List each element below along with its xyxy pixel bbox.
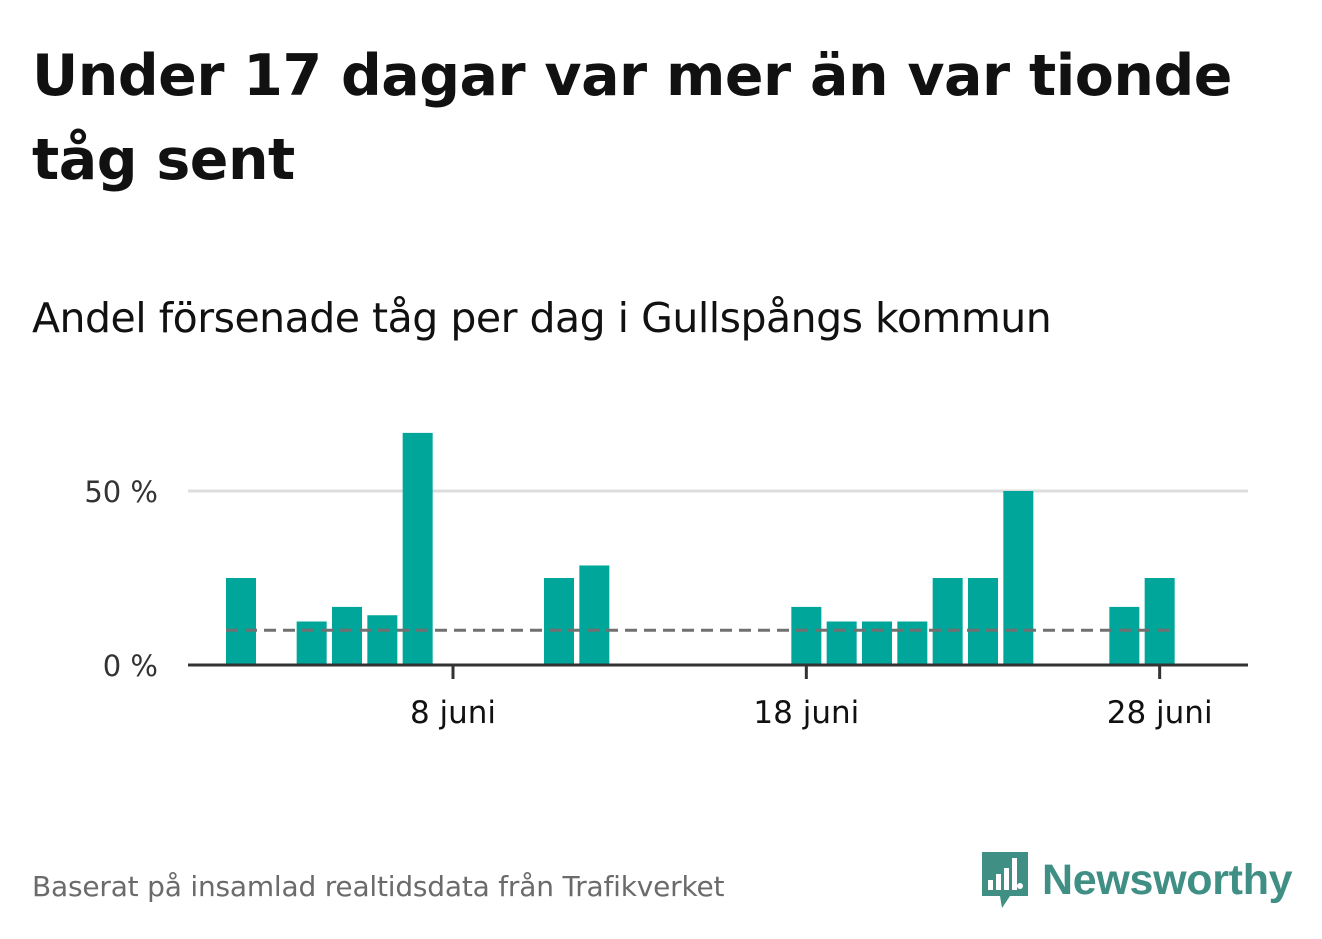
bar-day-19	[826, 621, 857, 665]
bar-day-20	[862, 621, 892, 665]
brand-name: Newsworthy	[1042, 855, 1293, 904]
brand-logo[interactable]: Newsworthy	[980, 850, 1293, 910]
newsworthy-logo-icon	[982, 852, 1028, 908]
bar-day-6	[367, 615, 398, 665]
bar-day-23	[968, 578, 998, 665]
bar-day-21	[897, 621, 928, 665]
x-tick-label: 18 juni	[753, 695, 859, 731]
bar-day-2	[226, 578, 256, 665]
bar-day-12	[579, 565, 610, 665]
chart-subtitle: Andel försenade tåg per dag i Gullspångs…	[32, 294, 1052, 342]
x-tick-label: 28 juni	[1107, 695, 1213, 731]
bar-day-7	[402, 432, 433, 665]
bar-day-18	[791, 606, 822, 665]
bar-day-24	[1003, 491, 1034, 665]
chart-title: Under 17 dagar var mer än var tionde tåg…	[32, 43, 1232, 193]
bar-day-22	[932, 578, 963, 665]
bar-day-5	[332, 606, 362, 665]
bar-day-27	[1109, 606, 1140, 665]
bar-day-28	[1144, 578, 1175, 665]
source-note: Baserat på insamlad realtidsdata från Tr…	[32, 870, 725, 903]
bar-day-4	[296, 621, 327, 665]
y-tick-label: 50 %	[84, 475, 158, 509]
x-tick-label: 8 juni	[410, 695, 496, 731]
y-tick-label: 0 %	[103, 649, 158, 683]
bar-day-11	[544, 578, 574, 665]
